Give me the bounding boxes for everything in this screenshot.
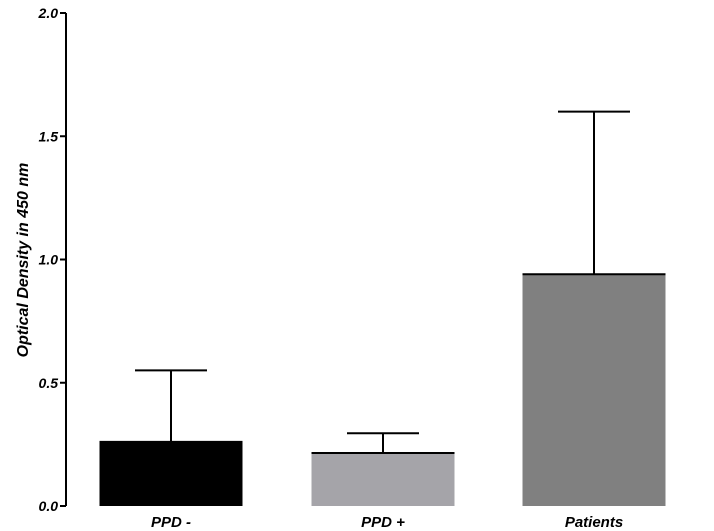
y-tick-label: 1.0 [39, 252, 59, 268]
y-axis-title: Optical Density in 450 nm [15, 163, 32, 358]
y-axis-ticks: 0.0 0.5 1.0 1.5 2.0 [38, 5, 66, 514]
bar-3 [522, 274, 666, 506]
y-tick-label: 0.0 [39, 498, 59, 514]
plot-area [99, 110, 666, 506]
y-tick-label: 0.5 [39, 375, 59, 391]
x-category-label: PPD - [151, 514, 191, 531]
bar-1 [99, 441, 243, 506]
x-category-label: Patients [565, 514, 623, 531]
x-category-label: PPD + [361, 514, 405, 531]
y-tick-label: 2.0 [38, 5, 59, 21]
bar-2 [311, 453, 455, 506]
y-tick-label: 1.5 [39, 128, 59, 144]
x-axis-categories: PPD - PPD + Patients [151, 514, 623, 531]
